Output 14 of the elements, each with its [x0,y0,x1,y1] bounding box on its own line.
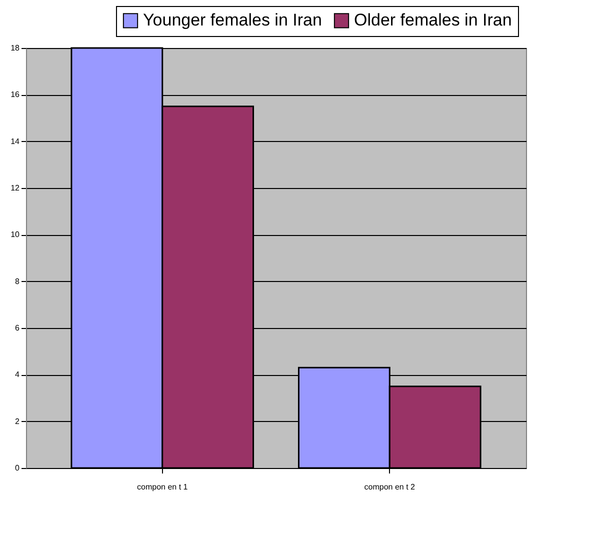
y-tick-label: 6 [15,324,20,332]
y-tick-label: 16 [10,90,20,100]
y-tick-label: 4 [15,370,20,380]
y-tick-label: 8 [15,276,20,286]
x-tick-label: compon en t 2 [364,482,416,492]
legend-label: Older females in Iran [354,10,512,30]
y-tick-label: 2 [15,416,20,426]
y-tick-label: 12 [10,184,20,192]
y-tick-label: 0 [15,464,20,472]
x-tick-label: compon en t 1 [137,482,188,492]
y-tick-label: 18 [10,44,20,52]
y-tick-label: 14 [10,136,20,146]
y-tick-label: 10 [10,230,20,240]
legend-label: Younger females in Iran [143,10,322,30]
